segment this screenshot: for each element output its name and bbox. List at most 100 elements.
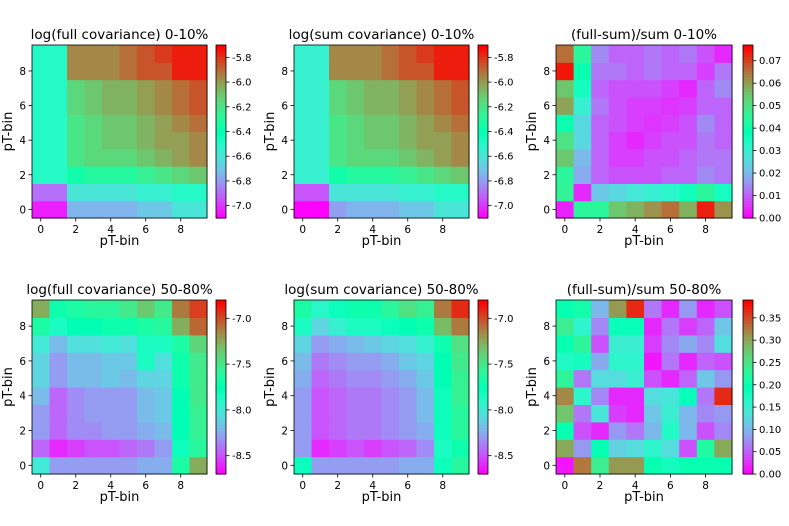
colorbar-segment (478, 389, 488, 394)
colorbar-segment (216, 369, 226, 374)
colorbar-segment (216, 73, 226, 78)
colorbar-segment (216, 305, 226, 310)
heatmap-cell (591, 300, 610, 318)
heatmap-cell (608, 96, 627, 115)
heatmap-cell (679, 79, 698, 98)
heatmap-cell (573, 62, 592, 81)
colorbar-segment (743, 372, 753, 376)
colorbar-segment (478, 105, 488, 110)
heatmap-cell (311, 62, 330, 81)
heatmap-cell (556, 404, 575, 423)
heatmap-cell (154, 79, 173, 98)
colorbar-segment (743, 189, 753, 193)
heatmap-cell (154, 131, 173, 150)
heatmap-cell (399, 166, 418, 184)
colorbar-segment (743, 73, 753, 78)
colorbar-segment (478, 122, 488, 127)
x-tick-label: 2 (597, 224, 604, 236)
heatmap-cell (172, 300, 191, 318)
heatmap-cell (381, 148, 400, 167)
y-tick-label: 2 (281, 170, 288, 182)
heatmap-cell (679, 300, 698, 318)
colorbar-segment (216, 119, 226, 124)
colorbar-segment (216, 320, 226, 324)
heatmap-cell (172, 45, 191, 63)
heatmap-cell (67, 62, 86, 81)
heatmap-cell (591, 421, 610, 440)
colorbar-tick-label: -8.5 (232, 451, 252, 462)
heatmap-cell (102, 148, 121, 167)
heatmap-cell (416, 456, 435, 475)
heatmap-cell (119, 200, 138, 219)
chart-title: log(full covariance) 0-10% (31, 27, 209, 43)
y-tick-label: 8 (281, 66, 288, 78)
heatmap-cell (329, 62, 348, 81)
heatmap-cell (696, 183, 715, 202)
colorbar-segment (743, 366, 753, 371)
y-tick-label: 8 (543, 66, 550, 78)
heatmap-panel-5: log(sum covariance) 50-80% 0 2 4 6 8 0 2 4 6 8 pT-b… (263, 282, 514, 505)
colorbar-segment (216, 453, 226, 458)
colorbar-segment (478, 91, 488, 95)
heatmap-cell (102, 387, 121, 405)
heatmap-cell (608, 45, 627, 63)
heatmap-cell (661, 131, 680, 150)
heatmap-cell (154, 166, 173, 184)
heatmap-cell (32, 131, 51, 150)
colorbar-segment (743, 317, 753, 321)
heatmap-cell (399, 300, 418, 318)
heatmap-cell (714, 456, 733, 475)
heatmap-cell (67, 45, 86, 63)
colorbar-tick-label: -6.6 (494, 152, 514, 163)
heatmap-cell (416, 148, 435, 167)
colorbar-segment (478, 456, 488, 461)
colorbar-segment (216, 108, 226, 112)
heatmap-cell (329, 131, 348, 150)
heatmap-cell (626, 79, 645, 98)
colorbar-segment (743, 70, 753, 75)
heatmap-cell (102, 183, 121, 202)
heatmap-cell (329, 369, 348, 388)
y-tick-label: 8 (19, 321, 26, 333)
heatmap-cell (172, 404, 191, 423)
colorbar-segment (478, 300, 488, 304)
colorbar-frame (215, 299, 227, 475)
heatmap-cell (451, 131, 470, 150)
colorbar-segment (216, 140, 226, 144)
colorbar-segment (216, 471, 226, 475)
heatmap-cell (329, 404, 348, 423)
colorbar-segment (743, 105, 753, 110)
colorbar-segment (216, 174, 226, 179)
colorbar-segment (216, 82, 226, 86)
y-tick-label: 6 (281, 101, 288, 113)
colorbar-segment (743, 360, 753, 365)
colorbar-tick-label: -8.0 (232, 405, 252, 416)
heatmap-cell (556, 300, 575, 318)
heatmap-cell (172, 131, 191, 150)
heatmap-cell (696, 96, 715, 115)
heatmap-cell (626, 183, 645, 202)
heatmap-cell (696, 439, 715, 458)
heatmap-cell (381, 96, 400, 115)
colorbar-segment (216, 125, 226, 130)
colorbar-segment (216, 392, 226, 397)
colorbar-segment (743, 456, 753, 461)
heatmap-cell (416, 114, 435, 133)
heatmap-cell (434, 421, 453, 440)
heatmap-cell (644, 300, 663, 318)
y-tick-label: 2 (543, 426, 550, 438)
heatmap-cell (137, 166, 156, 184)
heatmap-cell (346, 352, 365, 371)
heatmap-cell (399, 456, 418, 475)
y-axis-label: pT-bin (263, 367, 278, 407)
heatmap-cell (416, 352, 435, 371)
x-tick-label: 2 (597, 480, 604, 492)
colorbar-tick-label: -6.0 (232, 78, 252, 89)
colorbar-segment (743, 314, 753, 318)
heatmap-cell (172, 62, 191, 81)
heatmap-cell (294, 200, 313, 219)
heatmap-cell (381, 131, 400, 150)
colorbar-segment (743, 392, 753, 397)
heatmap-cell (399, 79, 418, 98)
heatmap-cell (154, 114, 173, 133)
